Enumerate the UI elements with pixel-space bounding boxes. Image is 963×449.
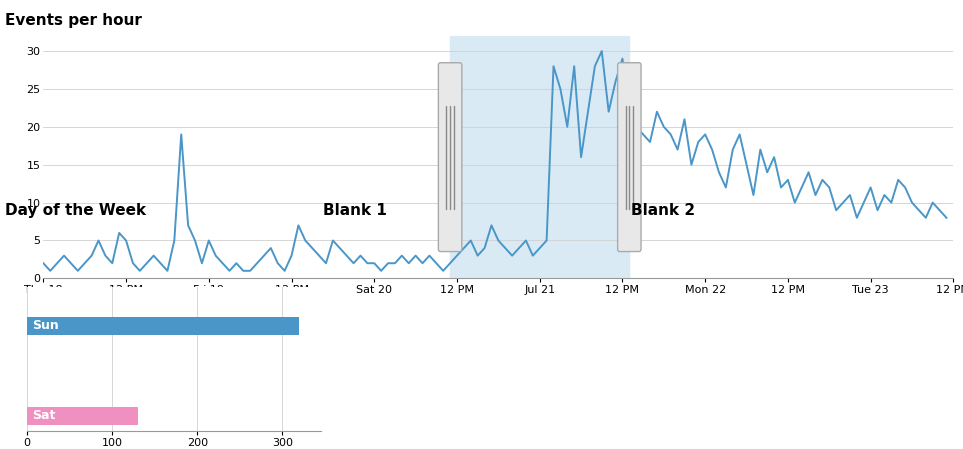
Text: Sat: Sat <box>32 409 56 422</box>
Text: Blank 1: Blank 1 <box>323 203 386 218</box>
Text: Events per hour: Events per hour <box>5 13 142 28</box>
Text: Sun: Sun <box>32 319 59 332</box>
Text: Blank 2: Blank 2 <box>631 203 695 218</box>
Bar <box>27 407 138 425</box>
FancyBboxPatch shape <box>438 63 462 251</box>
Bar <box>27 317 299 335</box>
FancyBboxPatch shape <box>617 63 641 251</box>
Bar <box>450 36 630 278</box>
Text: Day of the Week: Day of the Week <box>5 203 146 218</box>
